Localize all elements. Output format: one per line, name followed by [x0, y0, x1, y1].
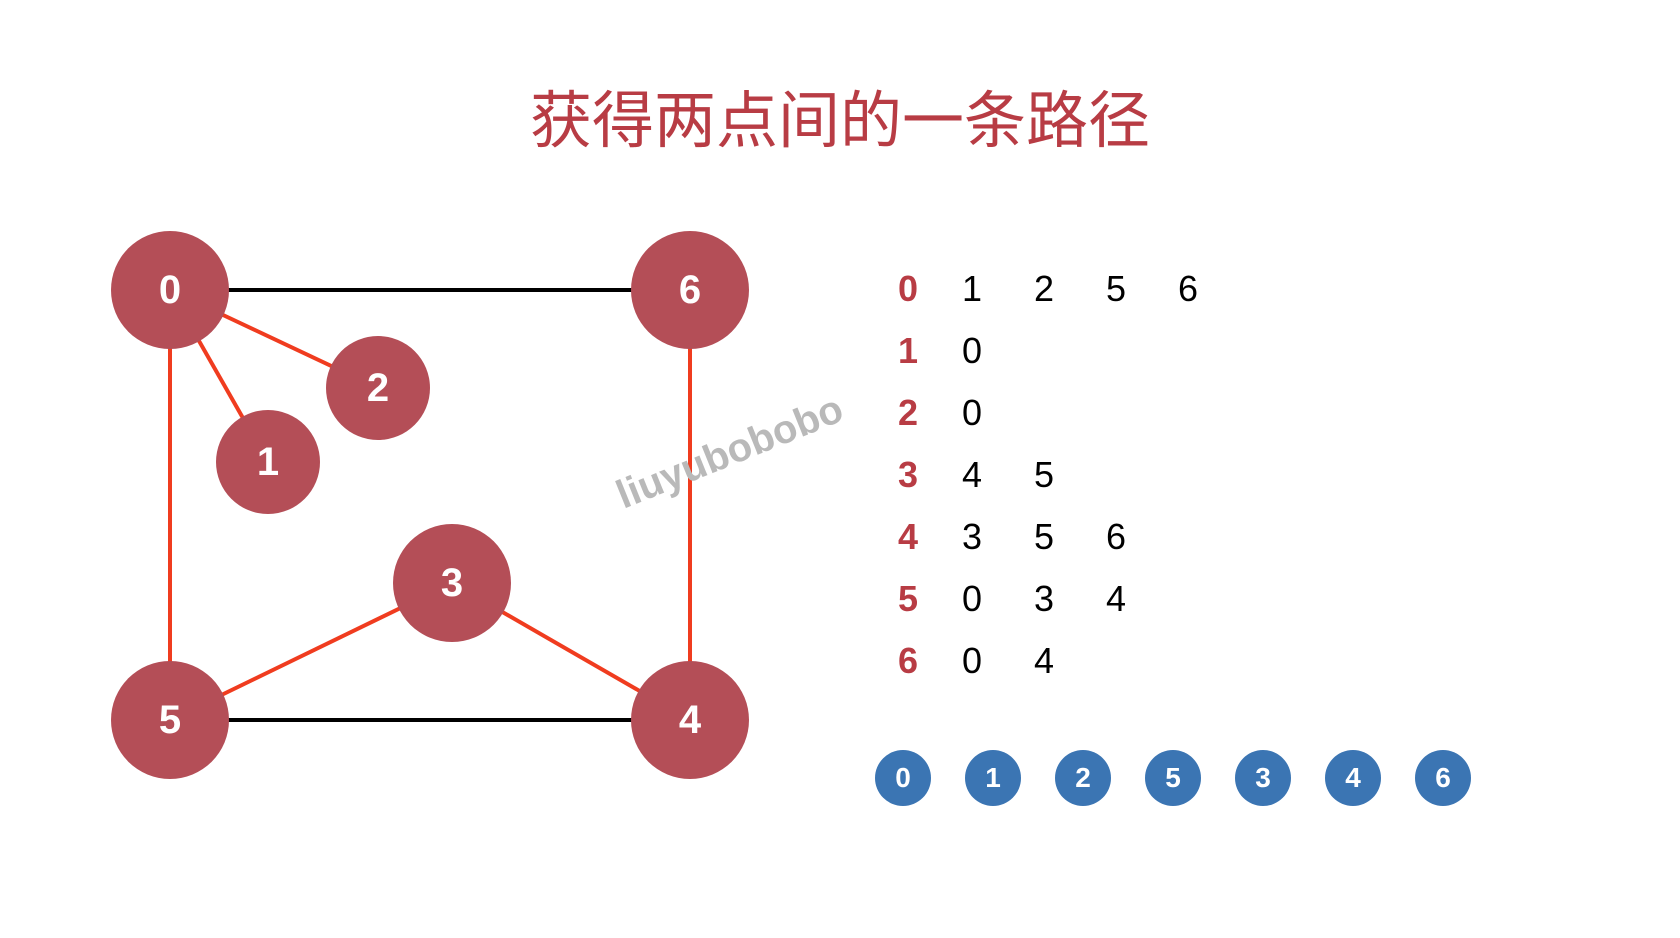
- adjacency-row: 5034: [880, 568, 1224, 630]
- sequence-item: 1: [965, 750, 1021, 806]
- adjacency-row: 01256: [880, 258, 1224, 320]
- graph-node-2: 2: [326, 336, 430, 440]
- sequence-item-label: 1: [985, 762, 1001, 794]
- sequence-item-label: 0: [895, 762, 911, 794]
- adjacency-cell: 0: [936, 330, 1008, 372]
- adjacency-cell: 3: [1008, 578, 1080, 620]
- adjacency-cell: 0: [936, 578, 1008, 620]
- adjacency-cell: 6: [1152, 268, 1224, 310]
- adjacency-cell: 5: [1008, 454, 1080, 496]
- adjacency-cell: 2: [1008, 268, 1080, 310]
- adjacency-cell: 0: [936, 392, 1008, 434]
- adjacency-cell: 0: [936, 640, 1008, 682]
- graph-node-0: 0: [111, 231, 229, 349]
- sequence-item: 4: [1325, 750, 1381, 806]
- sequence-item: 6: [1415, 750, 1471, 806]
- adjacency-row: 20: [880, 382, 1224, 444]
- graph-node-3: 3: [393, 524, 511, 642]
- adjacency-row-head: 3: [880, 454, 936, 496]
- adjacency-cell: 4: [1080, 578, 1152, 620]
- adjacency-cell: 4: [936, 454, 1008, 496]
- sequence-item: 0: [875, 750, 931, 806]
- adjacency-cell: 1: [936, 268, 1008, 310]
- adjacency-row-head: 6: [880, 640, 936, 682]
- adjacency-row-head: 1: [880, 330, 936, 372]
- adjacency-cell: 5: [1080, 268, 1152, 310]
- sequence-item-label: 3: [1255, 762, 1271, 794]
- adjacency-row-head: 5: [880, 578, 936, 620]
- traversal-sequence: 0 1 2 5 3 4 6: [875, 750, 1471, 806]
- graph-node-label: 4: [679, 698, 701, 743]
- sequence-item: 2: [1055, 750, 1111, 806]
- adjacency-row-head: 0: [880, 268, 936, 310]
- sequence-item: 3: [1235, 750, 1291, 806]
- adjacency-row-head: 4: [880, 516, 936, 558]
- graph-node-label: 2: [367, 366, 389, 411]
- adjacency-cell: 4: [1008, 640, 1080, 682]
- adjacency-cell: 3: [936, 516, 1008, 558]
- sequence-item-label: 2: [1075, 762, 1091, 794]
- adjacency-row: 4356: [880, 506, 1224, 568]
- graph-node-label: 3: [441, 561, 463, 606]
- adjacency-row: 345: [880, 444, 1224, 506]
- adjacency-row: 604: [880, 630, 1224, 692]
- graph-node-label: 5: [159, 698, 181, 743]
- adjacency-row: 10: [880, 320, 1224, 382]
- sequence-item-label: 4: [1345, 762, 1361, 794]
- adjacency-cell: 5: [1008, 516, 1080, 558]
- adjacency-row-head: 2: [880, 392, 936, 434]
- graph-node-label: 1: [257, 440, 279, 485]
- graph-node-4: 4: [631, 661, 749, 779]
- graph-node-6: 6: [631, 231, 749, 349]
- adjacency-list: 01256102034543565034604: [880, 258, 1224, 692]
- sequence-item-label: 5: [1165, 762, 1181, 794]
- sequence-item: 5: [1145, 750, 1201, 806]
- graph-node-label: 0: [159, 268, 181, 313]
- adjacency-cell: 6: [1080, 516, 1152, 558]
- graph-node-label: 6: [679, 268, 701, 313]
- sequence-item-label: 6: [1435, 762, 1451, 794]
- graph-node-1: 1: [216, 410, 320, 514]
- graph-node-5: 5: [111, 661, 229, 779]
